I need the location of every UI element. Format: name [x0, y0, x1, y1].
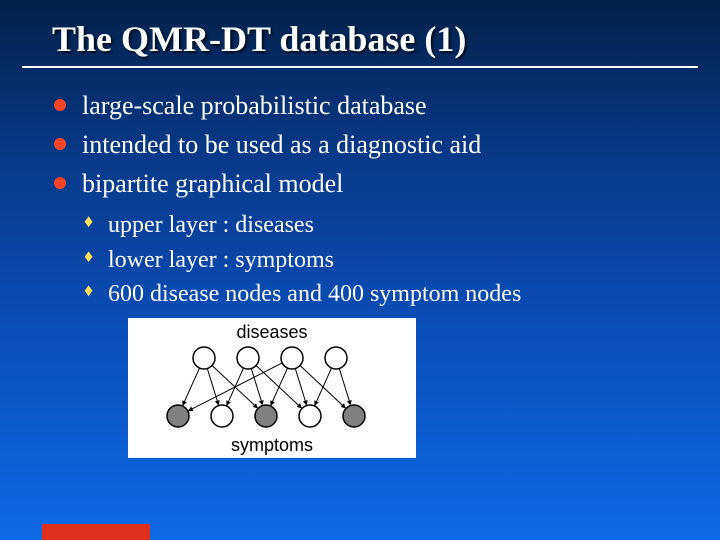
slide-title: The QMR-DT database (1) — [22, 0, 698, 68]
bullet-item: intended to be used as a diagnostic aid — [54, 127, 720, 162]
bullet-item: bipartite graphical model — [54, 166, 720, 201]
sub-bullet-item: upper layer : diseases — [84, 209, 720, 241]
sub-bullet-item: 600 disease nodes and 400 symptom nodes — [84, 278, 720, 310]
diagram-bottom-label: symptoms — [128, 435, 416, 456]
diagram-top-label: diseases — [128, 322, 416, 343]
network-svg — [148, 344, 396, 432]
accent-bar — [42, 524, 150, 540]
sub-bullet-list: upper layer : diseases lower layer : sym… — [84, 209, 720, 310]
main-bullet-list: large-scale probabilistic database inten… — [54, 88, 720, 201]
sub-bullet-item: lower layer : symptoms — [84, 244, 720, 276]
bullet-item: large-scale probabilistic database — [54, 88, 720, 123]
bipartite-diagram: diseases symptoms — [128, 318, 416, 458]
